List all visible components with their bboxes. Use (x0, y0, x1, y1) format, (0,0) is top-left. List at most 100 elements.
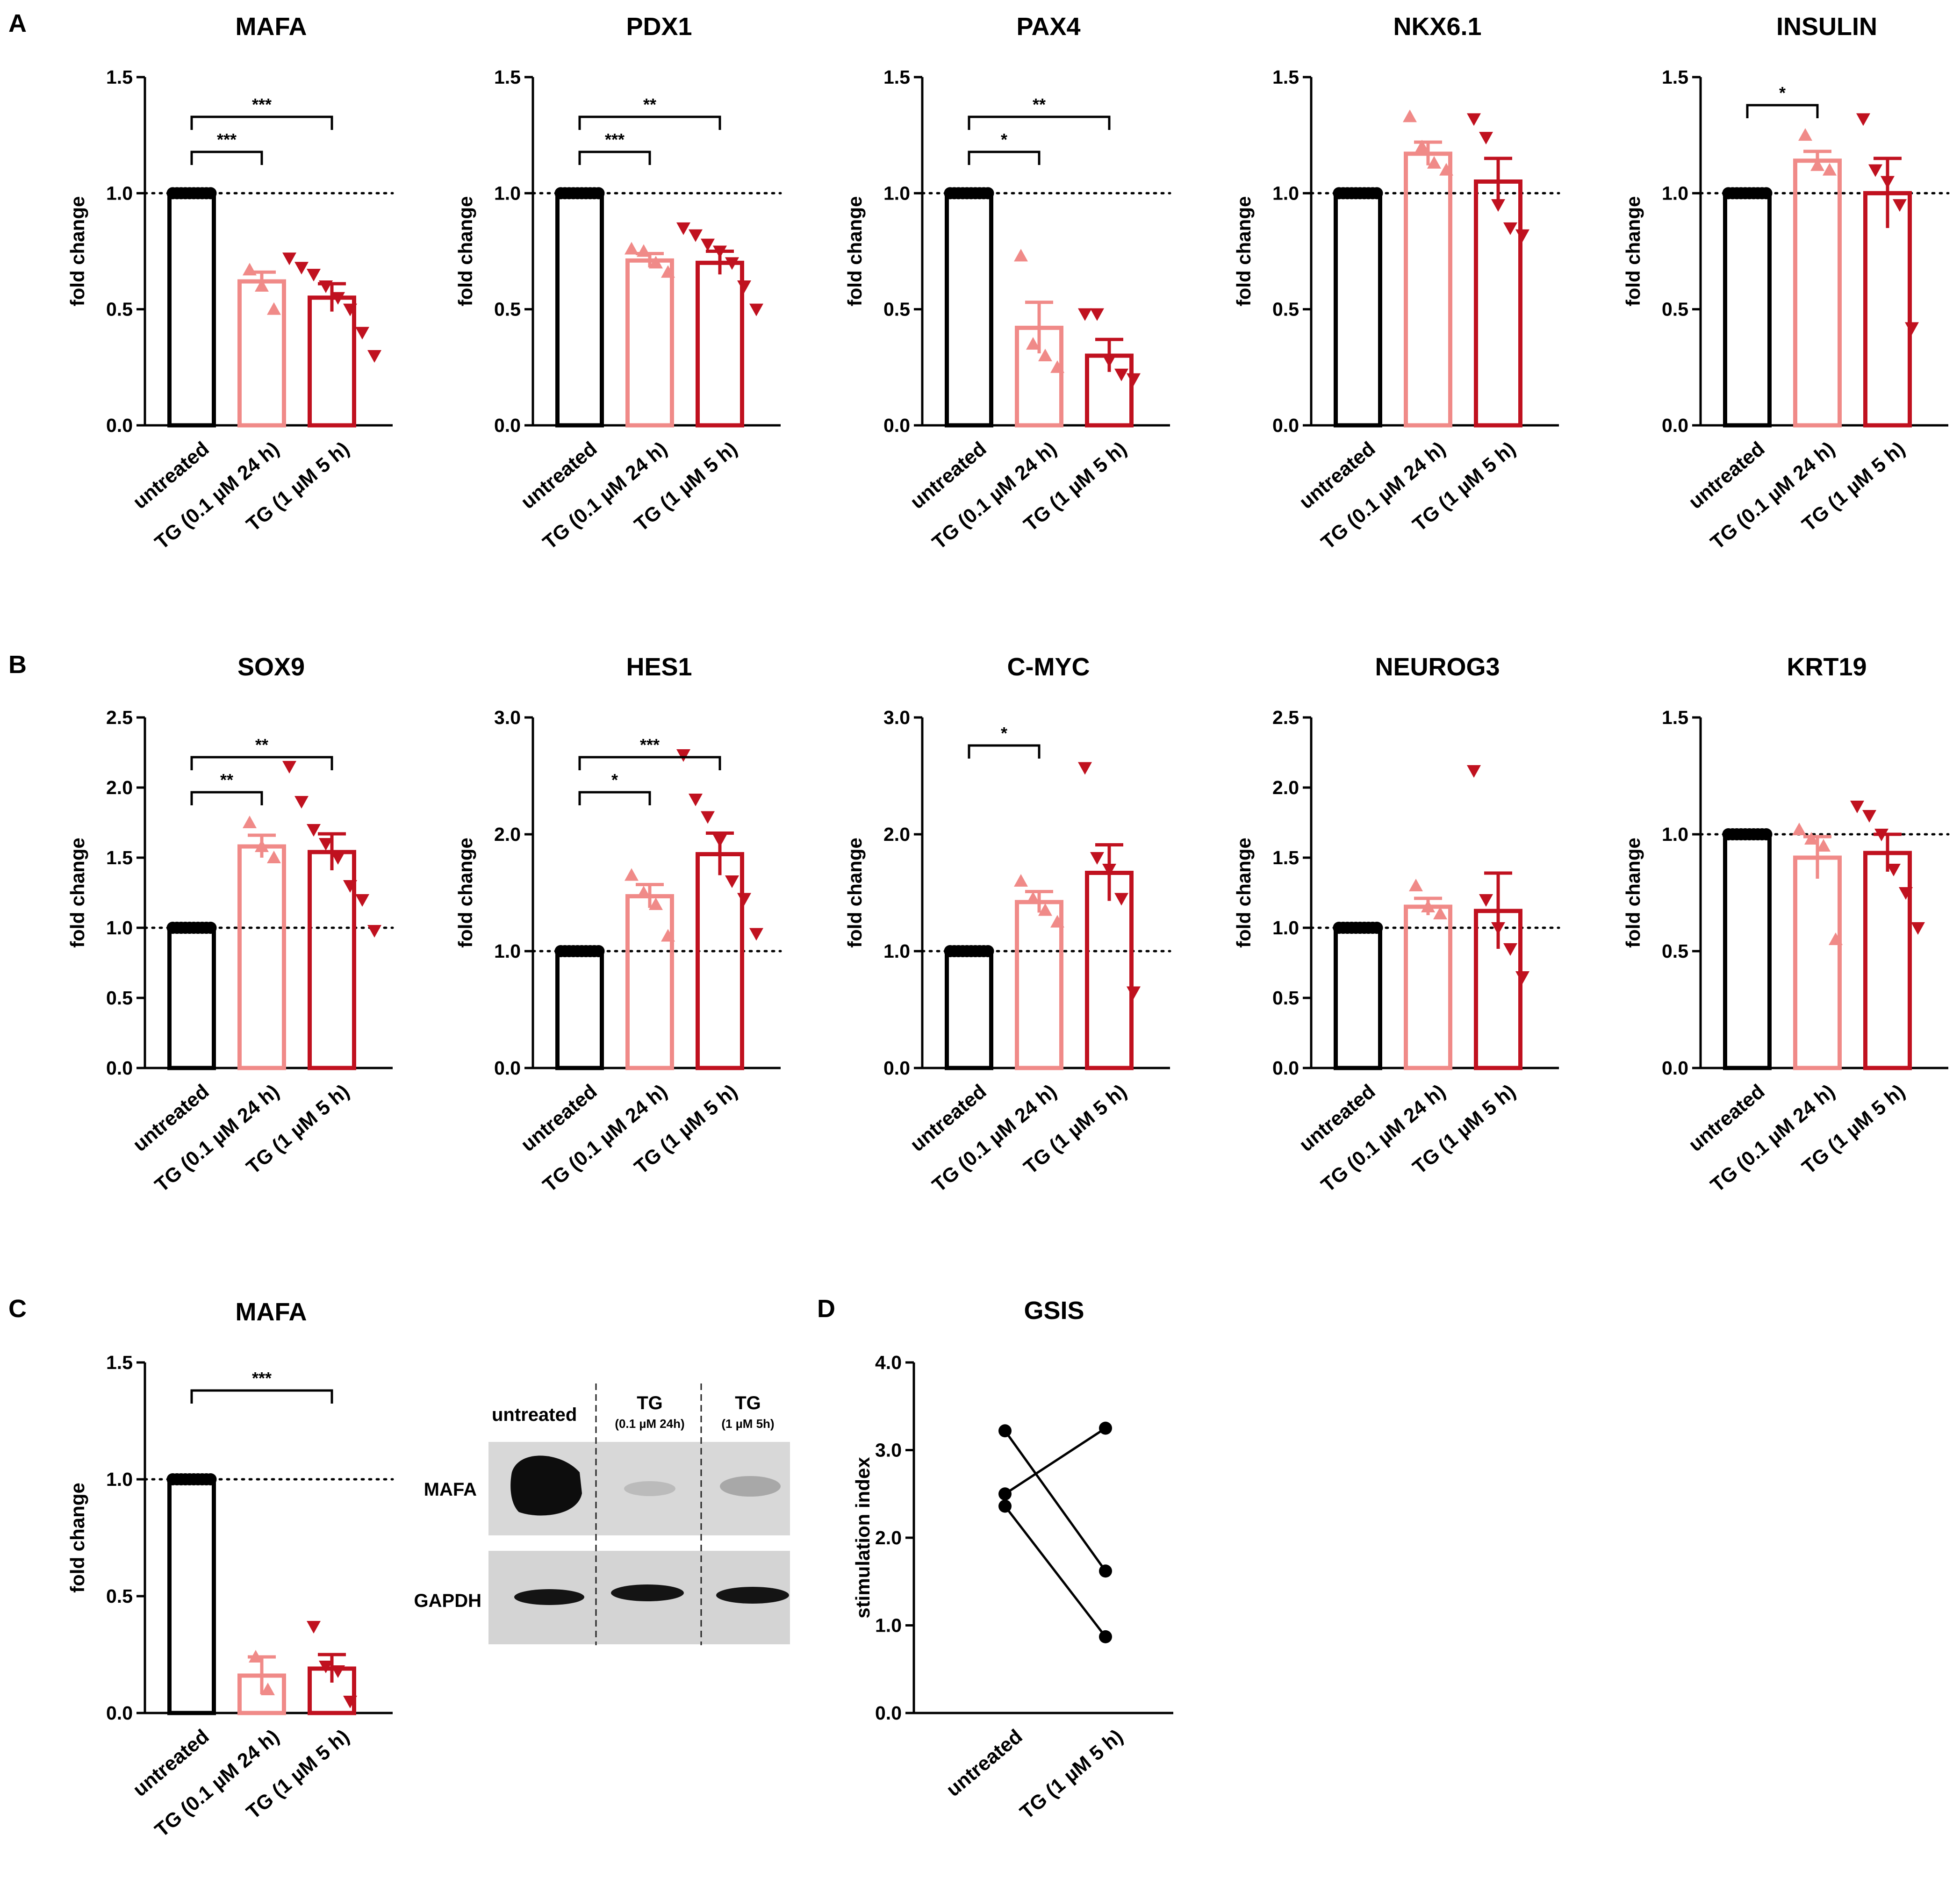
significance-label: *** (605, 130, 625, 149)
data-point-untreated (998, 1424, 1012, 1438)
category-label: TG (0.1 µM 24 h) (151, 1725, 283, 1842)
data-point-tg-low (1804, 832, 1818, 845)
panel-letter-d: D (817, 1295, 835, 1323)
data-point-tg-high (331, 1665, 345, 1678)
data-point-tg-high (725, 875, 739, 888)
bar-tg-1-m-5-h (1474, 179, 1522, 428)
y-tick-label: 1.0 (106, 182, 133, 204)
y-axis-label: fold change (66, 838, 88, 948)
blot-column-tg-low-sub: (0.1 µM 24h) (615, 1417, 684, 1431)
data-point-tg-high (282, 761, 296, 774)
data-point-tg-high (689, 794, 703, 806)
data-point-untreated (998, 1499, 1012, 1513)
data-point-tg-high (319, 280, 333, 293)
bar-tg-1-m-5-h (696, 260, 744, 428)
y-tick-label: 0.0 (494, 1057, 521, 1079)
panel-letter-b: B (8, 651, 27, 679)
bar-tg-0-1-m-24-h (1793, 855, 1842, 1070)
data-point-tg-high (367, 925, 381, 938)
y-tick-label: 3.0 (883, 707, 910, 728)
significance-label: * (1001, 130, 1007, 149)
data-point-tg-high (701, 811, 715, 824)
blot-column-untreated: untreated (492, 1405, 577, 1425)
y-tick-label: 0.0 (883, 1057, 910, 1079)
data-point-tg-high (713, 834, 727, 847)
data-point-tg-high (1127, 986, 1141, 999)
y-tick-label: 0.0 (1272, 415, 1299, 436)
data-point-tg-high (343, 880, 357, 893)
data-point-tg-high (713, 245, 727, 258)
data-point-tg-low (243, 816, 257, 828)
bar-untreated (555, 191, 604, 428)
bar-tg-0-1-m-24-h (237, 844, 286, 1070)
data-point-tg-high (1911, 922, 1925, 935)
y-tick-label: 2.0 (494, 824, 521, 845)
data-point-untreated (204, 1473, 217, 1485)
data-point-tg-high (1114, 893, 1128, 906)
data-point-tg-low (1409, 879, 1423, 891)
data-point-tg-high (319, 1661, 333, 1673)
series-line-1 (1004, 1430, 1107, 1572)
y-tick-label: 1.0 (1662, 824, 1688, 845)
bar-untreated (555, 949, 604, 1070)
data-point-tg-high (1467, 765, 1481, 778)
data-point-tg-low (1038, 903, 1052, 916)
data-point-tg-low (625, 242, 639, 255)
panel-letter-a: A (8, 9, 27, 37)
significance-bracket (190, 756, 333, 770)
data-point-untreated (1760, 187, 1773, 200)
series-line-3 (1004, 1505, 1106, 1638)
y-tick-label: 0.0 (106, 1702, 133, 1724)
y-tick-label: 0.0 (875, 1702, 902, 1724)
category-label: TG (0.1 µM 24 h) (928, 437, 1061, 554)
y-tick-label: 1.0 (883, 182, 910, 204)
data-point-tg-high (749, 303, 763, 316)
y-tick-label: 2.5 (106, 707, 133, 728)
data-point-tg-low (1810, 158, 1824, 171)
y-tick-label: 1.5 (883, 66, 910, 88)
y-tick-label: 1.5 (1272, 66, 1299, 88)
y-tick-label: 1.0 (1662, 182, 1688, 204)
data-point-tg-low (1026, 337, 1040, 350)
category-label: TG (0.1 µM 24 h) (151, 437, 283, 554)
significance-label: *** (252, 1369, 272, 1388)
data-point-tg-low (1798, 128, 1812, 141)
y-tick-label: 1.5 (106, 66, 133, 88)
category-label: TG (0.1 µM 24 h) (538, 1080, 671, 1197)
data-point-tg-high (1102, 354, 1116, 367)
y-tick-label: 1.5 (106, 1352, 133, 1373)
y-tick-label: 1.5 (106, 847, 133, 868)
data-point-tg-high (1850, 801, 1864, 813)
significance-label: *** (217, 130, 237, 149)
data-point-tg-high (1515, 229, 1529, 242)
y-tick-label: 2.5 (1272, 707, 1299, 728)
data-point-tg-high (1874, 829, 1888, 841)
data-point-tg-high (1856, 113, 1870, 126)
data-point-tg-high (1881, 176, 1895, 189)
category-label: TG (0.1 µM 24 h) (928, 1080, 1061, 1197)
y-axis-label: fold change (66, 196, 88, 307)
data-point-untreated (204, 187, 217, 200)
data-point-untreated (998, 1487, 1012, 1501)
data-point-untreated (1371, 187, 1383, 200)
y-tick-label: 0.5 (106, 987, 133, 1009)
significance-label: *** (640, 735, 660, 754)
data-point-untreated (1371, 922, 1383, 934)
y-axis-label: fold change (844, 838, 866, 948)
y-tick-label: 1.5 (494, 66, 521, 88)
data-point-untreated (982, 187, 994, 200)
band-mafa-untreated (510, 1455, 582, 1516)
data-point-tg-high (307, 1621, 321, 1634)
bar-untreated (1334, 925, 1382, 1070)
y-tick-label: 0.0 (494, 415, 521, 436)
data-point-tg-low (267, 851, 281, 863)
data-point-tg-high (1515, 971, 1529, 984)
data-point-tg-low (1014, 874, 1028, 887)
chart-title: PAX4 (1016, 13, 1080, 41)
y-tick-label: 0.0 (1662, 415, 1688, 436)
data-point-tg-high (367, 350, 381, 363)
